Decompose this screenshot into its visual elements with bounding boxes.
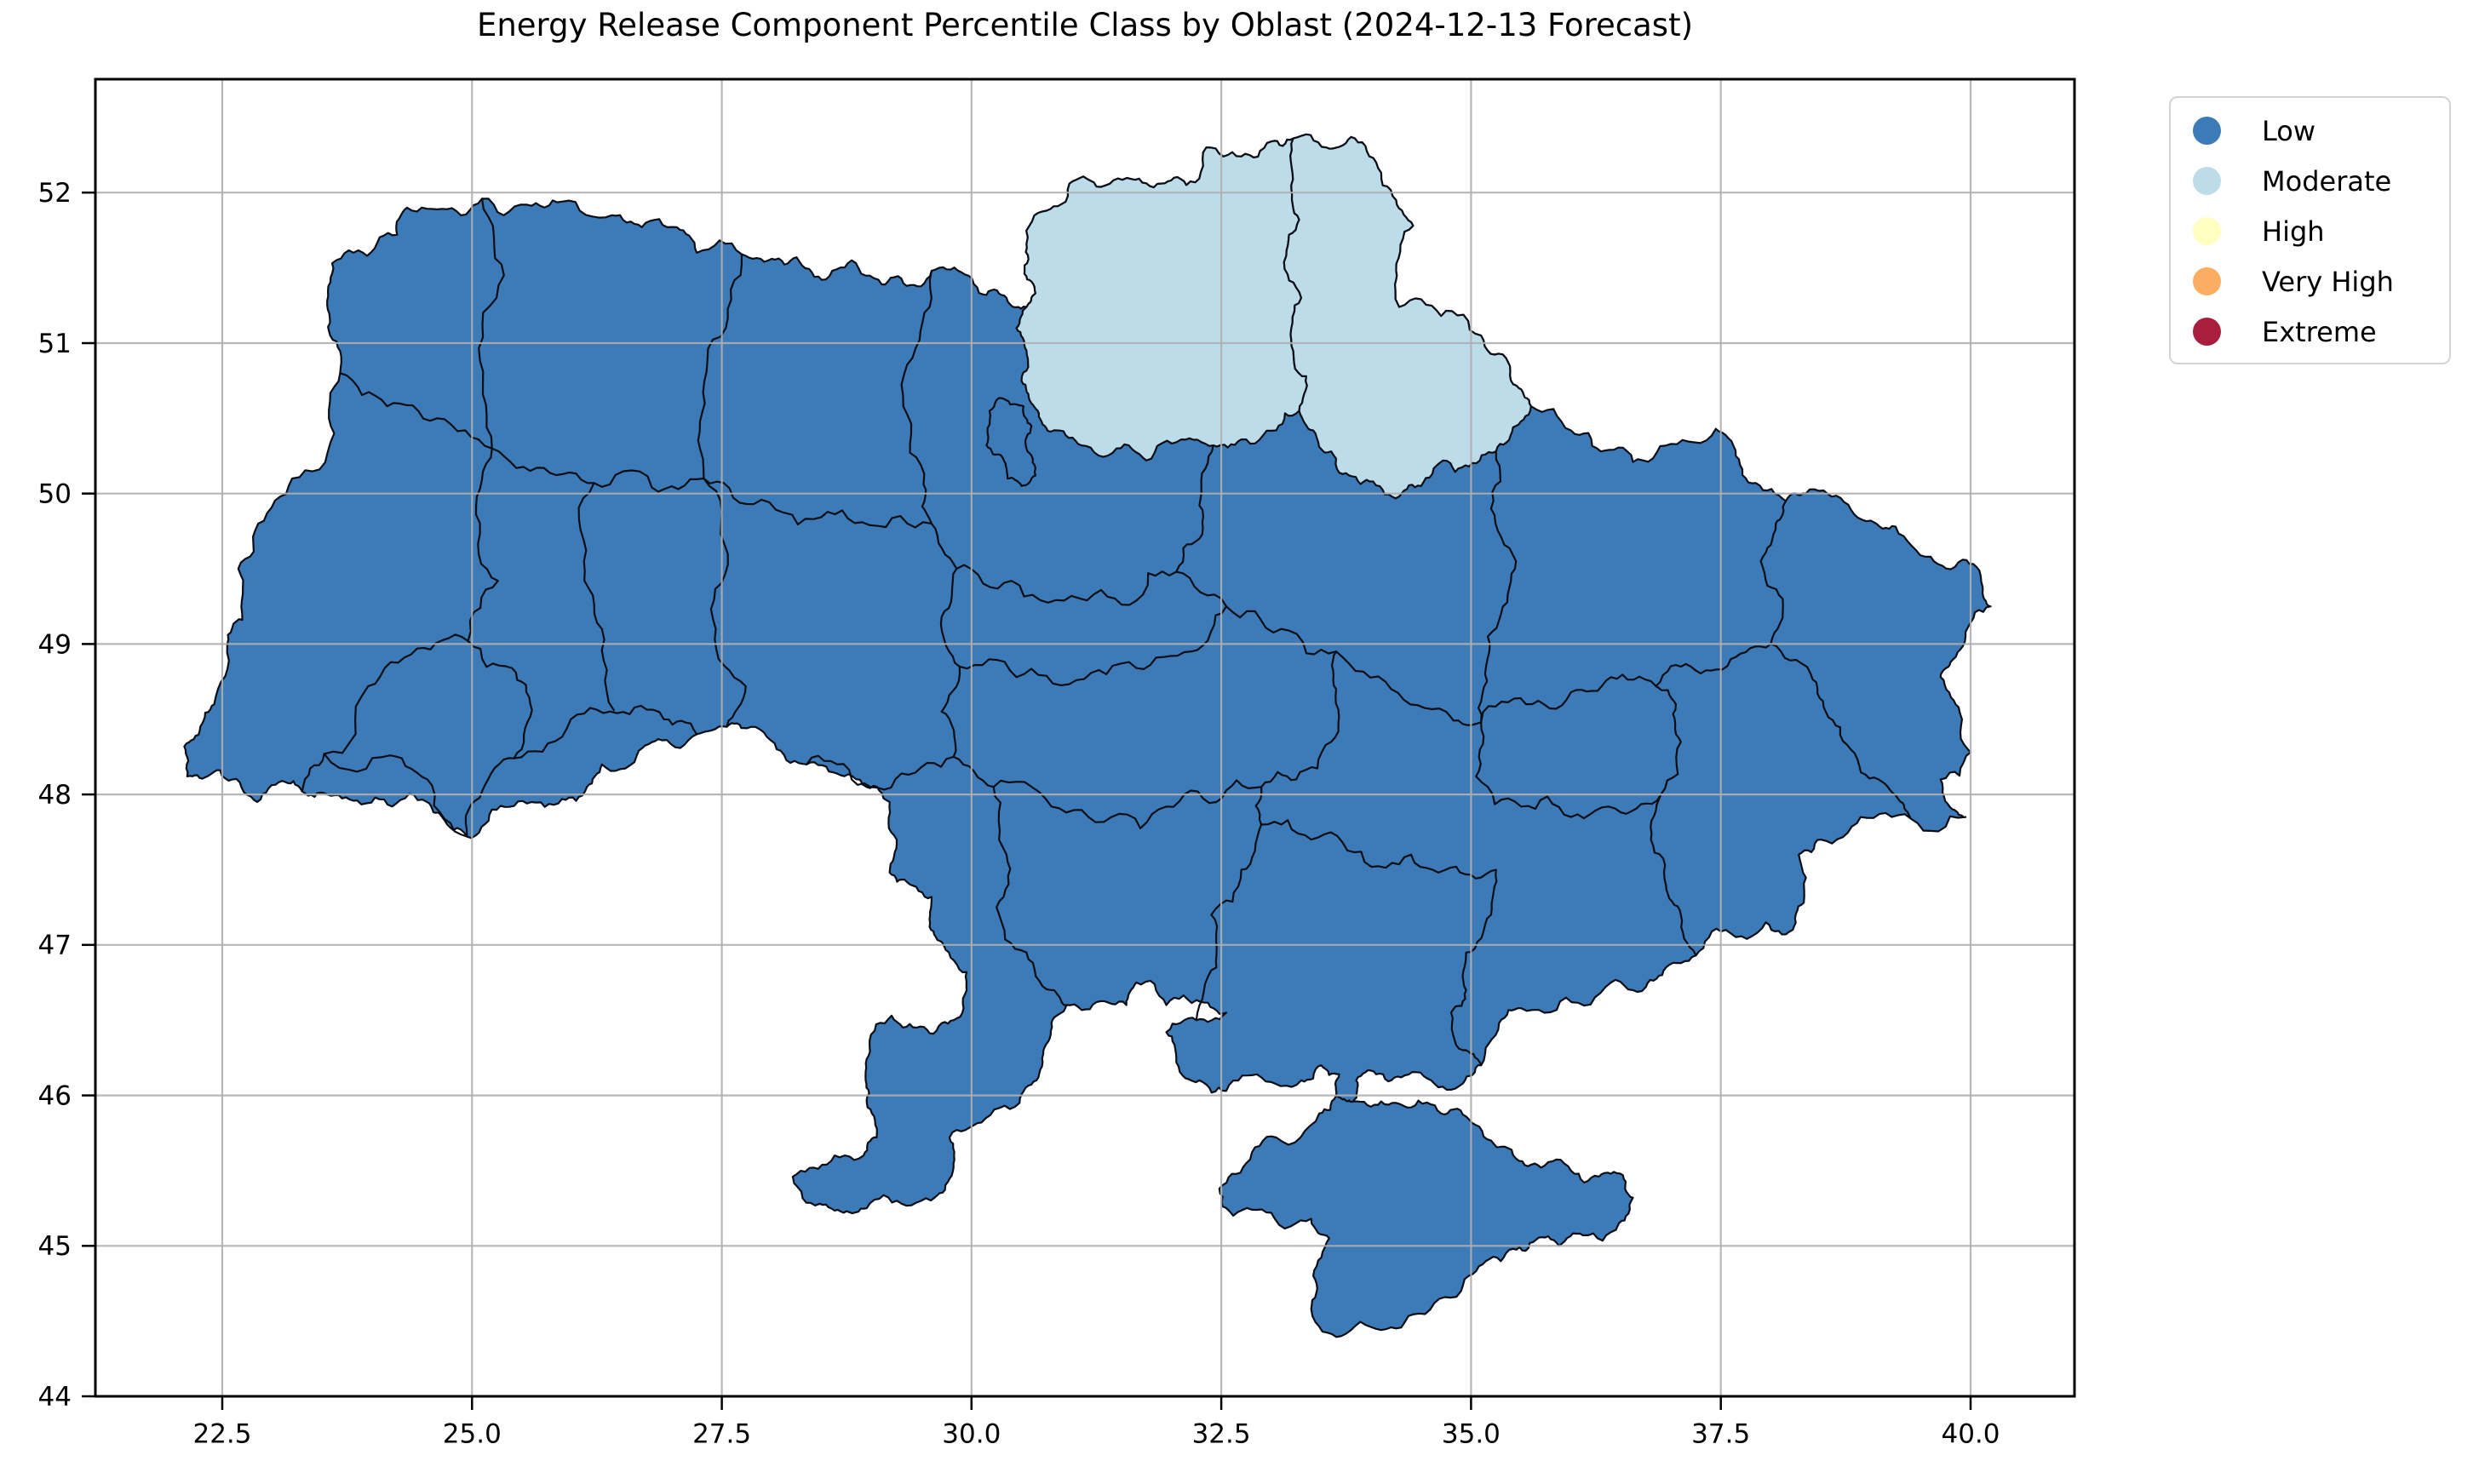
plot-title: Energy Release Component Percentile Clas… xyxy=(476,7,1694,43)
oblast-border-14 xyxy=(806,754,955,791)
legend-item-moderate: Moderate xyxy=(2171,156,2449,206)
legend-marker-extreme xyxy=(2193,318,2221,346)
oblast-border-1 xyxy=(339,372,493,450)
oblast-border-22 xyxy=(1475,721,1662,820)
tick-label-y-49: 49 xyxy=(38,629,72,660)
legend-marker-high xyxy=(2193,217,2221,245)
oblast-border-9 xyxy=(464,639,533,838)
oblast-border-3 xyxy=(697,253,743,480)
legend-label-high: High xyxy=(2262,215,2325,248)
oblast-border-23 xyxy=(1480,643,1772,724)
tick-label-y-51: 51 xyxy=(38,329,72,359)
legend: Low Moderate High Very High Extreme xyxy=(2169,96,2451,364)
oblast-border-8 xyxy=(323,753,468,838)
tick-label-x-25.0: 25.0 xyxy=(443,1418,502,1449)
tick-label-y-47: 47 xyxy=(38,931,72,961)
legend-item-low: Low xyxy=(2171,106,2449,156)
tick-label-y-44: 44 xyxy=(38,1382,72,1412)
legend-marker-very-high xyxy=(2193,267,2221,295)
tick-label-x-22.5: 22.5 xyxy=(192,1418,251,1449)
oblast-border-27 xyxy=(1759,500,1788,645)
legend-label-very-high: Very High xyxy=(2262,265,2394,298)
oblast-border-28 xyxy=(1478,450,1518,724)
tick-label-y-48: 48 xyxy=(38,780,72,811)
oblast-border-29 xyxy=(1334,1094,1355,1103)
axes-spines xyxy=(94,77,2076,1398)
oblast-border-17 xyxy=(958,605,1228,686)
tick-label-x-30.0: 30.0 xyxy=(942,1418,1001,1449)
tick-label-x-32.5: 32.5 xyxy=(1192,1418,1251,1449)
oblast-border-21 xyxy=(1260,819,1498,1067)
oblast-region-kyiv-city xyxy=(985,397,1036,487)
oblast-region-sumy xyxy=(1283,133,1532,500)
oblast-region-chernihiv xyxy=(1015,137,1308,461)
oblast-border-6 xyxy=(467,447,499,642)
legend-marker-low xyxy=(2193,117,2221,145)
legend-marker-moderate xyxy=(2193,167,2221,195)
tick-label-y-45: 45 xyxy=(38,1231,72,1262)
oblast-border-16 xyxy=(955,444,1214,606)
oblast-border-0 xyxy=(478,198,505,450)
legend-item-extreme: Extreme xyxy=(2171,307,2449,357)
oblast-border-13 xyxy=(930,522,961,758)
oblast-border-10 xyxy=(513,704,698,759)
oblast-border-7 xyxy=(301,633,469,793)
tick-label-y-50: 50 xyxy=(38,479,72,510)
oblast-border-4 xyxy=(900,270,932,525)
oblast-border-20 xyxy=(1195,786,1263,1022)
legend-item-high: High xyxy=(2171,206,2449,256)
tick-label-y-46: 46 xyxy=(38,1080,72,1111)
oblast-border-25 xyxy=(1770,643,1912,820)
legend-item-very-high: Very High xyxy=(2171,256,2449,307)
legend-label-moderate: Moderate xyxy=(2262,164,2392,198)
tick-label-x-40.0: 40.0 xyxy=(1941,1418,2000,1449)
tick-label-x-37.5: 37.5 xyxy=(1691,1418,1750,1449)
tick-label-x-35.0: 35.0 xyxy=(1442,1418,1501,1449)
oblast-border-5 xyxy=(703,477,932,529)
legend-label-extreme: Extreme xyxy=(2262,315,2377,348)
tick-label-y-52: 52 xyxy=(38,178,72,209)
legend-label-low: Low xyxy=(2262,114,2316,147)
oblast-border-11 xyxy=(577,482,615,712)
oblast-border-24 xyxy=(1655,685,1682,796)
oblast-border-26 xyxy=(1650,794,1697,957)
oblast-border-19 xyxy=(992,650,1340,829)
tick-label-x-27.5: 27.5 xyxy=(692,1418,751,1449)
